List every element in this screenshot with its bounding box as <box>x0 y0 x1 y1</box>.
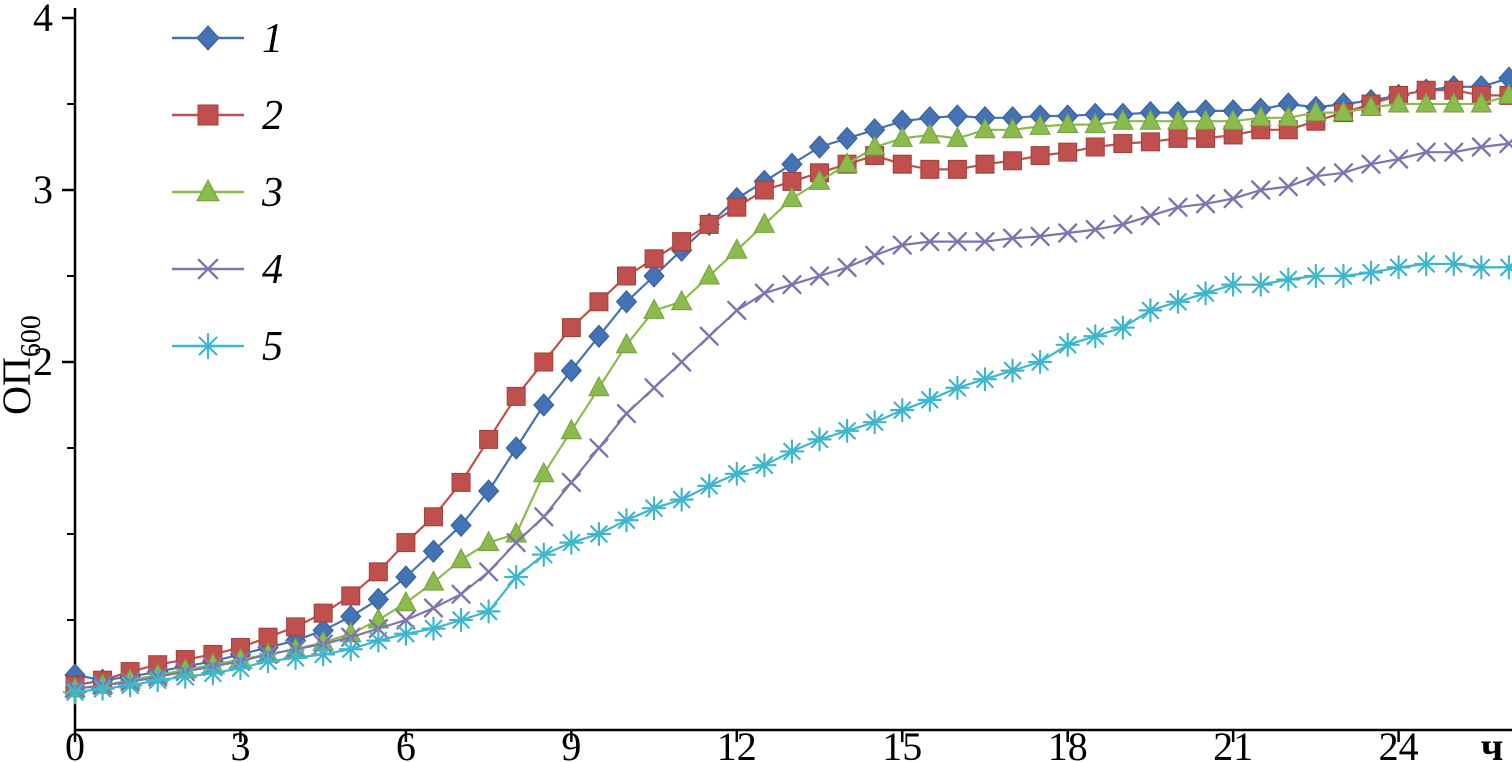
legend-item-4: 4 <box>172 247 283 293</box>
legend-label: 2 <box>262 93 283 139</box>
legend-item-1: 1 <box>172 16 283 62</box>
x-tick-label: 18 <box>1048 724 1088 762</box>
y-tick-label: 3 <box>33 167 53 212</box>
legend-label: 5 <box>262 324 283 370</box>
legend: 1 2 3 4 5 <box>172 16 283 370</box>
x-axis-ticks: 0 3 6 9 12 15 18 21 24 ч <box>65 724 1503 762</box>
legend-item-5: 5 <box>172 324 283 370</box>
legend-item-2: 2 <box>172 93 283 139</box>
series-5 <box>62 251 1512 705</box>
x-tick-label: 6 <box>396 724 416 762</box>
x-tick-label: 3 <box>230 724 250 762</box>
x-tick-label: 15 <box>882 724 922 762</box>
x-tick-label: 9 <box>561 724 581 762</box>
series-4 <box>65 133 1512 699</box>
legend-label: 3 <box>261 170 283 216</box>
legend-item-3: 3 <box>172 170 283 216</box>
x-tick-label: 12 <box>717 724 757 762</box>
series-1 <box>64 66 1512 692</box>
legend-label: 1 <box>262 16 283 62</box>
legend-label: 4 <box>262 247 283 293</box>
y-tick-label: 4 <box>33 0 53 40</box>
x-tick-label: 24 <box>1379 724 1419 762</box>
y-axis-ticks: 2 3 4 <box>33 0 75 621</box>
x-tick-label: 0 <box>65 724 85 762</box>
axes <box>73 8 1512 732</box>
y-tick-label: 2 <box>33 339 53 384</box>
x-axis-unit-label: ч <box>1481 724 1504 762</box>
x-tick-label: 21 <box>1213 724 1253 762</box>
